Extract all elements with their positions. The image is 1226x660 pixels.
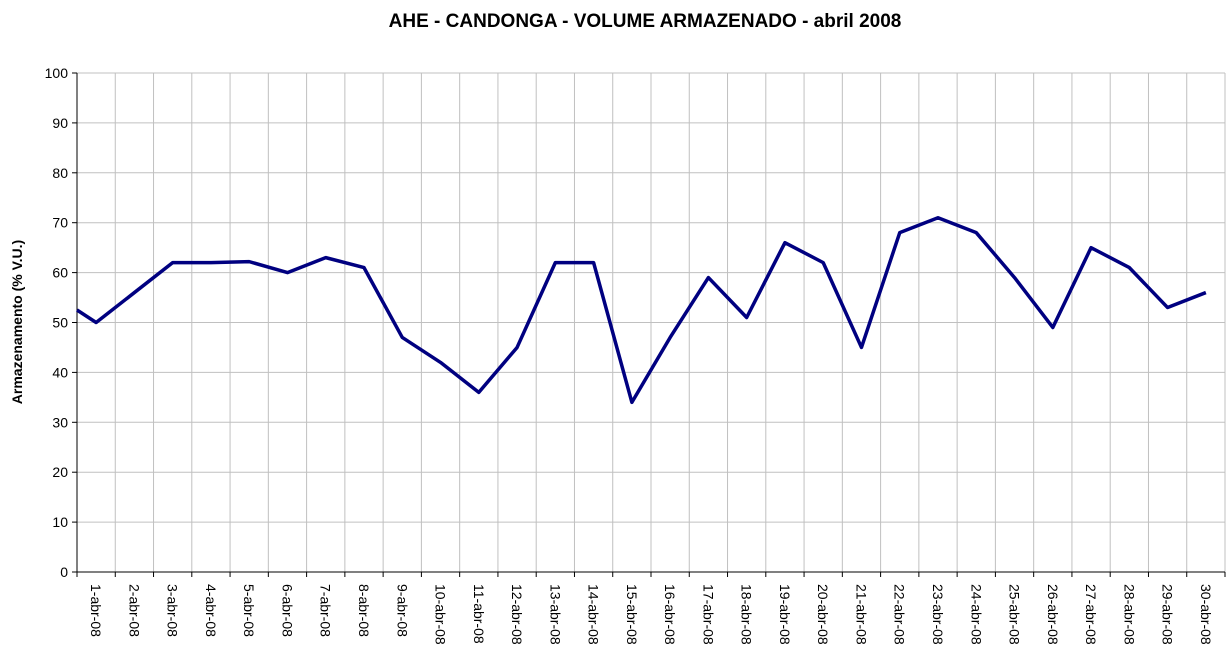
- chart-title: AHE - CANDONGA - VOLUME ARMAZENADO - abr…: [389, 11, 902, 32]
- x-tick-label: 8-abr-08: [356, 584, 372, 637]
- y-tick-label: 0: [60, 564, 68, 580]
- x-tick-label: 6-abr-08: [279, 584, 295, 637]
- x-tick-label: 9-abr-08: [394, 584, 410, 637]
- x-tick-label: 17-abr-08: [700, 584, 716, 645]
- x-tick-label: 20-abr-08: [815, 584, 831, 645]
- y-tick-label: 30: [52, 414, 68, 430]
- x-tick-label: 18-abr-08: [739, 584, 755, 645]
- x-tick-label: 19-abr-08: [777, 584, 793, 645]
- x-tick-label: 11-abr-08: [471, 584, 487, 644]
- x-tick-label: 13-abr-08: [547, 584, 563, 645]
- x-tick-label: 12-abr-08: [509, 584, 525, 645]
- y-tick-label: 40: [52, 364, 68, 380]
- x-tick-label: 5-abr-08: [241, 584, 257, 637]
- x-tick-label: 3-abr-08: [165, 584, 181, 637]
- x-tick-label: 16-abr-08: [662, 584, 678, 645]
- x-tick-label: 15-abr-08: [624, 584, 640, 645]
- x-tick-label: 23-abr-08: [930, 584, 946, 645]
- y-tick-label: 70: [52, 215, 68, 231]
- y-tick-label: 90: [52, 115, 68, 131]
- x-tick-label: 14-abr-08: [586, 584, 602, 645]
- x-tick-label: 10-abr-08: [433, 584, 449, 645]
- x-tick-label: 28-abr-08: [1121, 584, 1137, 645]
- x-tick-label: 26-abr-08: [1045, 584, 1061, 645]
- x-tick-label: 22-abr-08: [892, 584, 908, 645]
- x-tick-label: 4-abr-08: [203, 584, 219, 637]
- y-tick-label: 60: [52, 265, 68, 281]
- x-tick-label: 7-abr-08: [318, 584, 334, 637]
- y-tick-label: 10: [52, 514, 68, 530]
- y-tick-label: 50: [52, 315, 68, 331]
- x-tick-label: 21-abr-08: [853, 584, 869, 645]
- x-tick-label: 2-abr-08: [126, 584, 142, 637]
- x-tick-label: 25-abr-08: [1007, 584, 1023, 645]
- x-tick-label: 24-abr-08: [968, 584, 984, 645]
- y-tick-label: 100: [45, 65, 69, 81]
- y-axis-label: Armazenamento (% V.U.): [9, 240, 25, 404]
- x-tick-label: 1-abr-08: [88, 584, 104, 637]
- y-tick-label: 20: [52, 464, 68, 480]
- y-tick-label: 80: [52, 165, 68, 181]
- x-tick-label: 29-abr-08: [1160, 584, 1176, 645]
- data-line: [76, 215, 1207, 405]
- x-tick-label: 27-abr-08: [1083, 584, 1099, 645]
- x-tick-label: 30-abr-08: [1198, 584, 1214, 645]
